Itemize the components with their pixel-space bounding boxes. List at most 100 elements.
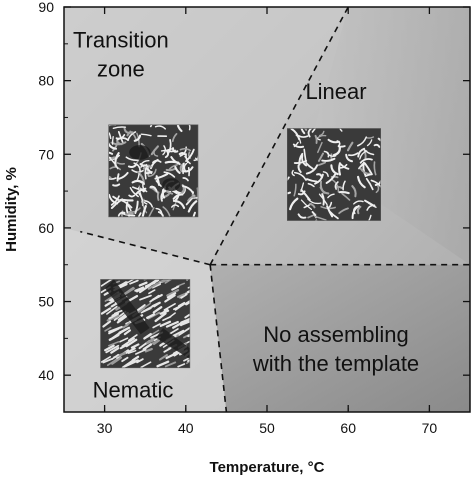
nanorod — [141, 205, 147, 217]
nanorod — [135, 187, 147, 195]
nanorod — [137, 212, 142, 217]
nanorod — [112, 126, 127, 129]
nanorod — [117, 130, 124, 144]
nanorod — [318, 130, 325, 137]
nanorod — [118, 171, 129, 180]
nanorod — [188, 124, 191, 131]
axes: 30 40 50 60 70 40 50 60 70 80 90 — [38, 0, 471, 436]
nanorod — [363, 162, 373, 176]
nanorod — [351, 204, 360, 220]
nanorod — [182, 185, 195, 194]
nanorod — [104, 299, 115, 307]
phase-boundaries — [80, 6, 470, 413]
nanorod — [160, 189, 166, 202]
nanorod — [148, 207, 155, 217]
nanorod — [341, 192, 351, 201]
nanorod — [108, 141, 118, 150]
nanorod — [171, 204, 180, 208]
nanorod — [338, 162, 342, 176]
nanorod — [182, 177, 189, 182]
nanorod — [192, 211, 196, 217]
nanorod — [119, 198, 133, 209]
micrograph-insets — [100, 124, 381, 369]
nanorod — [151, 283, 162, 289]
nanorod — [164, 160, 180, 164]
nanorod — [148, 289, 156, 295]
nanorod — [160, 147, 174, 152]
nanorod — [163, 171, 176, 178]
nanorod — [159, 354, 168, 361]
nanorod — [184, 299, 190, 305]
nanorod — [187, 333, 190, 338]
nanorod — [164, 279, 173, 284]
nanorod — [140, 133, 152, 137]
nanorod — [334, 181, 339, 190]
dark-band — [105, 279, 150, 335]
nanorod — [152, 323, 161, 329]
nanorod — [159, 320, 172, 328]
nanorod — [177, 301, 186, 307]
nanorod — [287, 191, 291, 195]
nanorod — [111, 331, 122, 340]
nanorod — [140, 307, 152, 314]
region-label-nematic: Nematic — [93, 377, 174, 402]
nanorod — [151, 185, 159, 194]
nanorod — [108, 177, 117, 180]
nanorod — [176, 293, 186, 298]
nanorod — [375, 184, 380, 194]
nanorod — [112, 195, 120, 201]
region-label-line: No assembling — [263, 322, 409, 347]
y-tick-label: 40 — [38, 367, 54, 383]
nanorod — [338, 207, 349, 215]
nanorod — [137, 304, 146, 311]
nanorod — [373, 143, 381, 148]
nanorod — [111, 356, 123, 365]
y-tick-label: 80 — [38, 73, 54, 89]
nanorod — [290, 128, 301, 141]
nanorod — [321, 157, 336, 162]
region-label-linear: Linear — [305, 79, 366, 104]
y-tick-label: 50 — [38, 294, 54, 310]
nanorod — [319, 186, 330, 195]
nanorod — [297, 213, 307, 219]
nanorod — [151, 301, 161, 308]
nanorod — [100, 356, 111, 363]
nanorod — [297, 190, 306, 196]
nanorod — [353, 200, 364, 205]
nanorod — [332, 146, 341, 157]
nanorod — [194, 157, 198, 162]
nanorod — [325, 173, 337, 184]
nanorod — [307, 182, 315, 188]
y-tick-label: 70 — [38, 146, 54, 162]
nanorod — [146, 279, 159, 288]
nanorod — [174, 192, 180, 201]
nanorod — [121, 212, 136, 217]
nanorod — [336, 140, 341, 147]
nanorod — [151, 293, 163, 301]
nanorod — [143, 332, 152, 340]
nanorod — [177, 363, 186, 368]
nanorod — [342, 180, 346, 191]
nanorod — [166, 292, 177, 299]
region-label-no-assembling: No assembling with the template — [252, 322, 419, 376]
nanorod — [168, 164, 178, 170]
nanorod — [300, 128, 306, 135]
nanorod — [127, 349, 137, 354]
nanorod — [165, 352, 177, 360]
nanorod — [102, 358, 113, 364]
nanorod — [179, 147, 192, 152]
nanorod — [362, 161, 367, 177]
nanorod — [129, 279, 139, 285]
nanorod — [330, 164, 339, 176]
nanorod — [155, 207, 163, 215]
nanorod — [137, 171, 145, 184]
nanorod — [305, 164, 319, 175]
nanorod — [300, 188, 311, 201]
nanorod — [154, 312, 167, 323]
nanorod — [162, 145, 167, 156]
micrograph-linear — [287, 128, 381, 221]
nanorod — [327, 193, 335, 199]
nanorod — [180, 317, 190, 324]
nanorod — [345, 153, 354, 163]
nanorod — [155, 180, 162, 187]
